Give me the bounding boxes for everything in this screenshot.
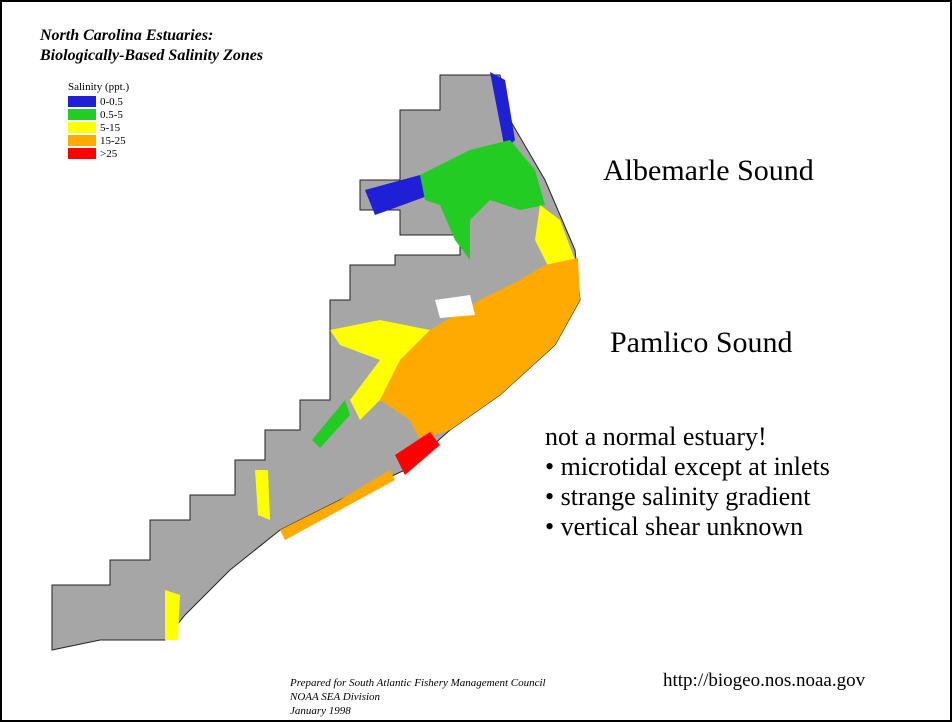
legend-title: Salinity (ppt.) [68,81,129,93]
legend-label: 0.5-5 [100,109,123,121]
legend-label: 0-0.5 [100,96,123,108]
credit-line: NOAA SEA Division [289,691,381,703]
legend-swatch [68,96,96,107]
title-line: North Carolina Estuaries: [39,27,213,44]
legend-swatch [68,109,96,120]
map-label: Albemarle Sound [603,154,814,187]
map-label: Pamlico Sound [610,326,793,359]
legend-swatch [68,135,96,146]
legend-label: >25 [100,148,118,160]
legend-swatch [68,148,96,159]
credit-line: January 1998 [290,705,351,717]
bullet: • strange salinity gradient [545,482,811,511]
map [51,72,581,651]
bullet: • microtidal except at inlets [545,452,830,481]
legend-label: 15-25 [100,135,126,147]
bullet: • vertical shear unknown [545,512,803,541]
legend-label: 5-15 [100,122,121,134]
credit-line: Prepared for South Atlantic Fishery Mana… [289,677,546,689]
notes: • microtidal except at inlets• strange s… [545,452,830,541]
title-line: Biologically-Based Salinity Zones [39,47,263,64]
legend-swatch [68,122,96,133]
source-url: http://biogeo.nos.noaa.gov [663,670,866,691]
notes-heading: not a normal estuary! [545,422,767,451]
